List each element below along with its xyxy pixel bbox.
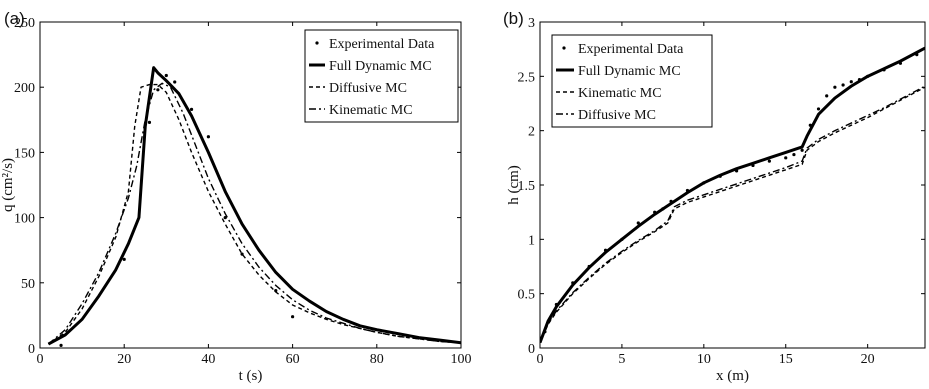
y-tick-label: 250 (14, 16, 35, 31)
data-point (784, 156, 788, 160)
x-tick-label: 15 (779, 352, 793, 367)
panel-label: (b) (503, 9, 524, 28)
legend: Experimental Data Full Dynamic MC Diffusiv… (304, 29, 459, 123)
data-point (636, 221, 640, 225)
data-point (825, 94, 829, 98)
legend-entry: Full Dynamic MC (578, 64, 681, 79)
data-point (59, 343, 63, 347)
x-tick-label: 40 (201, 352, 215, 367)
x-tick-label: 10 (697, 352, 711, 367)
x-axis-title: x (m) (716, 368, 749, 384)
x-tick-label: 20 (117, 352, 131, 367)
x-tick-label: 60 (286, 352, 300, 367)
y-tick-label: 100 (14, 212, 35, 227)
legend-box (304, 29, 459, 123)
y-axis-title: q (cm²/s) (0, 158, 16, 212)
y-tick-label: 200 (14, 81, 35, 96)
x-tick-label: 100 (451, 352, 472, 367)
y-tick-label: 2.5 (518, 70, 536, 85)
legend-marker (562, 46, 566, 50)
x-tick-label: 5 (618, 352, 625, 367)
series-line-diffusive-mc (540, 85, 925, 343)
data-point (792, 152, 796, 157)
series-line-diffusive-mc (48, 83, 461, 345)
x-tick-label: 0 (537, 352, 544, 367)
y-tick-label: 1.5 (518, 179, 536, 194)
data-point (816, 107, 821, 111)
x-axis-title: t (s) (239, 368, 263, 384)
y-tick-label: 3 (528, 16, 535, 31)
legend-entry: Experimental Data (578, 42, 684, 57)
series-line-full-dynamic-mc (47, 66, 461, 346)
legend-entry: Kinematic MC (578, 86, 662, 101)
legend-entry: Experimental Data (329, 37, 435, 52)
panel-label: (a) (4, 9, 25, 28)
y-tick-label: 0 (28, 342, 35, 357)
series-line-full-dynamic-mc (540, 46, 925, 344)
legend-entry: Diffusive MC (578, 108, 656, 123)
legend: Experimental Data Full Dynamic MC Kinemati… (551, 34, 713, 128)
data-point (122, 257, 126, 261)
legend-entry: Full Dynamic MC (329, 59, 432, 74)
plot-frame (39, 21, 462, 349)
series-line-kinematic-mc (47, 82, 461, 345)
data-point (291, 315, 295, 319)
legend-entry: Diffusive MC (329, 81, 407, 96)
y-axis-title: h (cm) (506, 165, 522, 205)
series-group (540, 46, 925, 344)
data-point (800, 148, 804, 152)
data-point (223, 216, 227, 220)
legend-box (551, 34, 713, 128)
data-point (849, 80, 853, 84)
y-tick-label: 1 (528, 233, 535, 248)
x-tick-label: 20 (861, 352, 875, 367)
data-point (767, 159, 771, 163)
data-point (164, 73, 168, 78)
data-point (240, 252, 244, 256)
y-tick-label: 0 (528, 342, 535, 357)
chart-panel-b: (b) 0 5 10 15 20 0 0.5 1 1.5 2 2.5 3 x (m) h (cm) Exper… (503, 9, 926, 384)
series-group (47, 66, 461, 347)
data-point (206, 135, 210, 139)
data-point (156, 88, 160, 92)
y-tick-label: 150 (14, 146, 35, 161)
x-tick-label: 0 (37, 352, 44, 367)
y-tick-label: 50 (21, 277, 35, 292)
legend-marker (315, 41, 319, 45)
data-point (173, 80, 177, 84)
data-point (189, 107, 194, 111)
x-tick-label: 80 (370, 352, 384, 367)
chart-panel-a: (a) 0 20 40 60 80 100 0 50 100 150 200 250 t (s) q (cm… (0, 9, 472, 384)
data-point (147, 120, 152, 125)
data-point (833, 85, 837, 89)
legend-entry: Kinematic MC (329, 103, 413, 118)
data-point (841, 83, 845, 87)
y-tick-label: 2 (528, 125, 535, 140)
y-tick-label: 0.5 (518, 288, 536, 303)
data-point (274, 289, 278, 293)
